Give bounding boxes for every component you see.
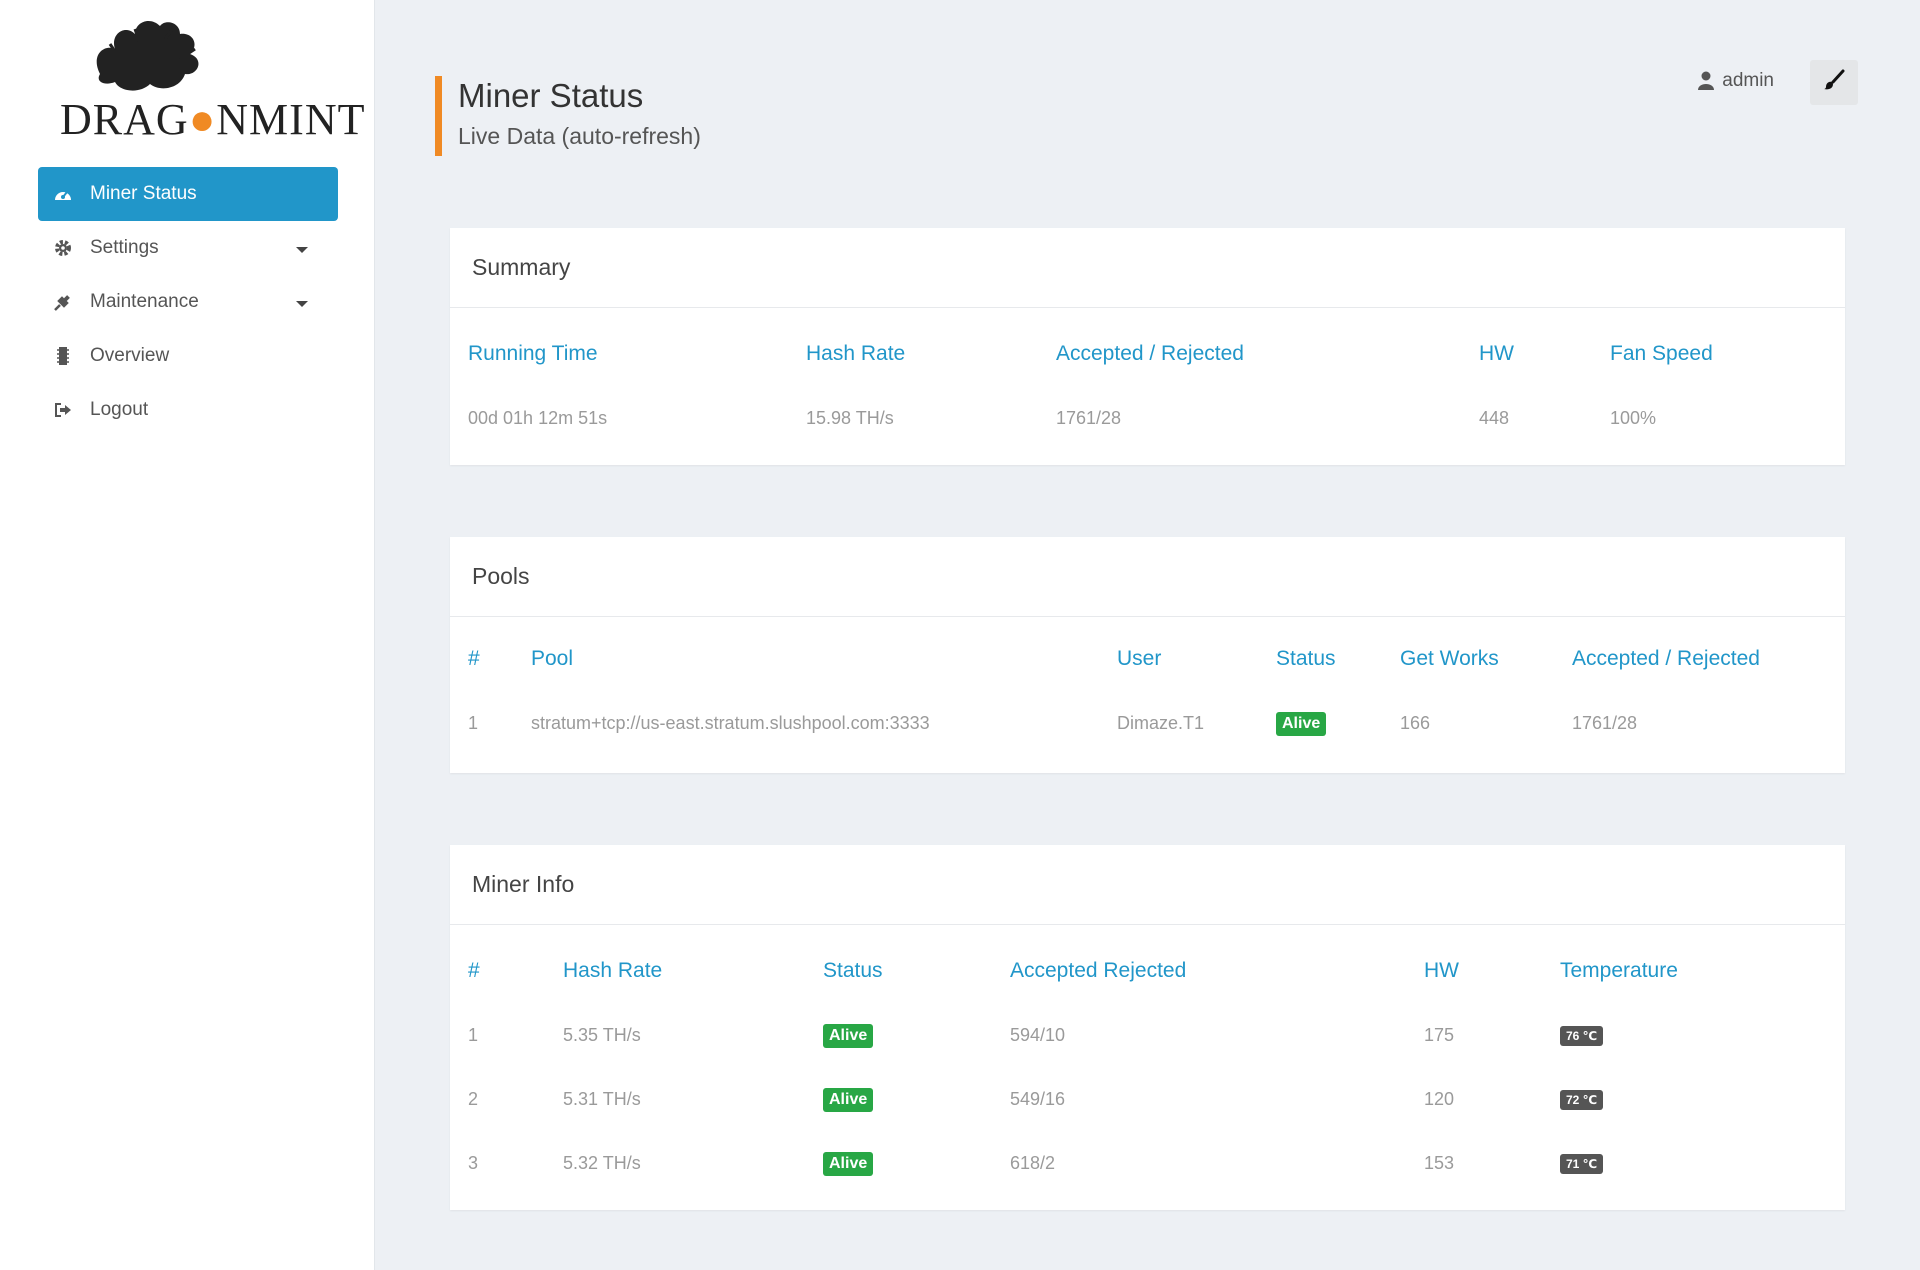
table-header-row: # Hash Rate Status Accepted Rejected HW … — [450, 939, 1845, 1003]
status-badge: Alive — [823, 1088, 874, 1113]
gear-icon — [52, 237, 74, 259]
page-subtitle: Live Data (auto-refresh) — [458, 123, 701, 149]
table-header-row: Running Time Hash Rate Accepted / Reject… — [450, 322, 1845, 386]
sign-out-icon — [52, 399, 74, 421]
chevron-down-icon[interactable] — [296, 247, 308, 253]
column-header: Hash Rate — [563, 959, 663, 982]
status-badge: Alive — [823, 1024, 874, 1049]
pool-index: 1 — [468, 713, 479, 733]
column-header: # — [468, 959, 480, 982]
card-title: Miner Info — [450, 845, 1845, 925]
column-header: # — [468, 647, 480, 670]
logo-wordmark: DRAG●NMINT — [60, 95, 366, 144]
status-badge: Alive — [823, 1152, 874, 1177]
board-index: 2 — [468, 1089, 479, 1109]
sidebar-item-label: Miner Status — [90, 183, 197, 204]
column-header: Accepted / Rejected — [1572, 647, 1760, 670]
column-header: Status — [823, 959, 883, 982]
sidebar-item-logout[interactable]: Logout — [38, 383, 338, 437]
chip-icon — [52, 345, 74, 367]
dragon-icon — [96, 20, 199, 91]
hw-errors: 153 — [1424, 1153, 1455, 1173]
status-badge: Alive — [1276, 712, 1327, 737]
get-works: 166 — [1400, 713, 1431, 733]
chevron-down-icon[interactable] — [296, 301, 308, 307]
sidebar-item-overview[interactable]: Overview — [38, 329, 338, 383]
sidebar-item-miner-status[interactable]: Miner Status — [38, 167, 338, 221]
temperature-badge: 71 ℃ — [1560, 1154, 1604, 1175]
accepted-rejected: 549/16 — [1010, 1089, 1066, 1109]
miner-info-card: Miner Info # Hash Rate Status Accepted R… — [450, 845, 1845, 1210]
user-menu[interactable]: admin — [1698, 70, 1774, 92]
column-header: User — [1117, 647, 1162, 670]
hash-rate: 15.98 TH/s — [806, 408, 894, 428]
theme-button[interactable] — [1810, 60, 1858, 105]
sidebar-nav: Miner Status Settings Maintenance Overvi… — [38, 167, 338, 437]
hash-rate: 5.32 TH/s — [563, 1153, 641, 1173]
pools-card: Pools # Pool User Status Get Works Accep… — [450, 537, 1845, 773]
column-header: Fan Speed — [1610, 342, 1713, 365]
pool-url: stratum+tcp://us-east.stratum.slushpool.… — [531, 713, 930, 733]
sidebar: DRAG●NMINT Miner Status Settings Mainten… — [0, 0, 375, 1270]
user-icon — [1698, 71, 1715, 91]
username: admin — [1722, 70, 1774, 91]
card-title: Summary — [450, 228, 1845, 308]
column-header: Accepted / Rejected — [1056, 342, 1244, 365]
sidebar-item-label: Overview — [90, 345, 170, 366]
pool-user: Dimaze.T1 — [1117, 713, 1205, 733]
table-row: 00d 01h 12m 51s 15.98 TH/s 1761/28 448 1… — [450, 386, 1845, 450]
table-row: 3 5.32 TH/s Alive 618/2 153 71 ℃ — [450, 1131, 1845, 1195]
main-content: Miner Status Live Data (auto-refresh) ad… — [375, 0, 1920, 1270]
column-header: Accepted Rejected — [1010, 959, 1187, 982]
hash-rate: 5.31 TH/s — [563, 1089, 641, 1109]
paintbrush-icon — [1823, 69, 1845, 96]
table-row: 1 5.35 TH/s Alive 594/10 175 76 ℃ — [450, 1003, 1845, 1067]
column-header: Get Works — [1400, 647, 1499, 670]
column-header: Pool — [531, 647, 574, 670]
plug-icon — [52, 291, 74, 313]
temperature-badge: 76 ℃ — [1560, 1026, 1604, 1047]
accepted-rejected: 1761/28 — [1572, 713, 1638, 733]
dashboard-icon — [52, 183, 74, 205]
page-header: Miner Status Live Data (auto-refresh) — [435, 76, 701, 156]
sidebar-item-maintenance[interactable]: Maintenance — [38, 275, 338, 329]
temperature-badge: 72 ℃ — [1560, 1090, 1604, 1111]
board-index: 1 — [468, 1025, 479, 1045]
table-row: 1 stratum+tcp://us-east.stratum.slushpoo… — [450, 691, 1845, 755]
dragonmint-logo[interactable]: DRAG●NMINT — [50, 14, 364, 144]
table-row: 2 5.31 TH/s Alive 549/16 120 72 ℃ — [450, 1067, 1845, 1131]
column-header: Running Time — [468, 342, 598, 365]
accepted-rejected: 594/10 — [1010, 1025, 1066, 1045]
sidebar-item-label: Logout — [90, 399, 149, 420]
hw-errors: 120 — [1424, 1089, 1455, 1109]
accepted-rejected: 618/2 — [1010, 1153, 1056, 1173]
fan-speed: 100% — [1610, 408, 1657, 428]
column-header: Status — [1276, 647, 1336, 670]
sidebar-item-label: Settings — [90, 237, 159, 258]
page-title: Miner Status — [458, 77, 644, 114]
board-index: 3 — [468, 1153, 479, 1173]
column-header: Temperature — [1560, 959, 1678, 982]
column-header: HW — [1424, 959, 1459, 982]
card-title: Pools — [450, 537, 1845, 617]
hw-errors: 175 — [1424, 1025, 1455, 1045]
column-header: HW — [1479, 342, 1514, 365]
running-time: 00d 01h 12m 51s — [468, 408, 608, 428]
hash-rate: 5.35 TH/s — [563, 1025, 641, 1045]
flame-icon: ● — [188, 95, 217, 144]
hw-errors: 448 — [1479, 408, 1510, 428]
sidebar-item-settings[interactable]: Settings — [38, 221, 338, 275]
table-header-row: # Pool User Status Get Works Accepted / … — [450, 627, 1845, 691]
accepted-rejected: 1761/28 — [1056, 408, 1122, 428]
summary-card: Summary Running Time Hash Rate Accepted … — [450, 228, 1845, 465]
sidebar-item-label: Maintenance — [90, 291, 199, 312]
column-header: Hash Rate — [806, 342, 906, 365]
